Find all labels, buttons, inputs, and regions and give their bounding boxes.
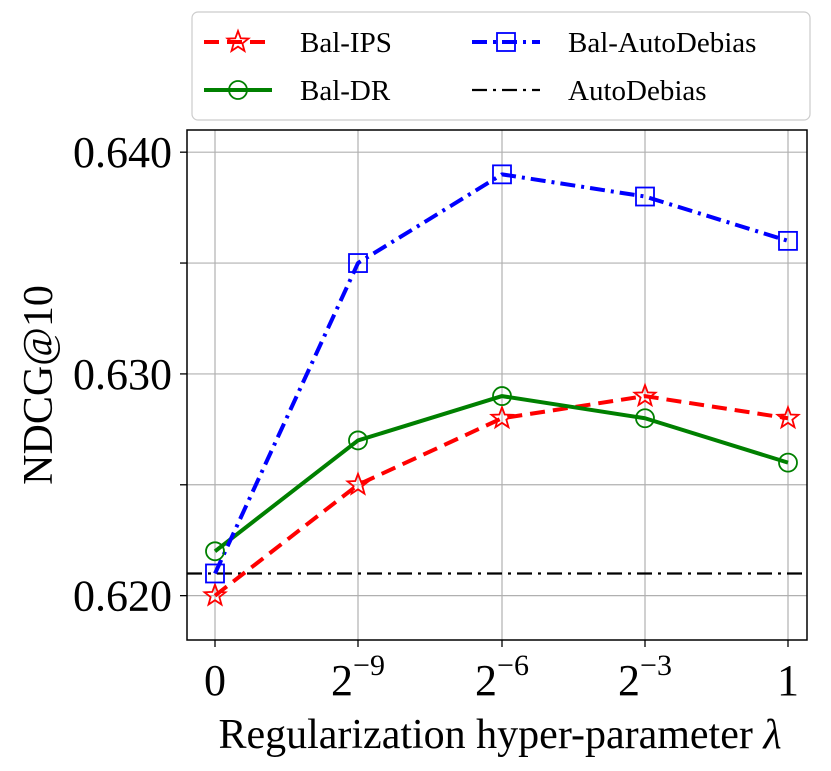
plot-marks <box>187 164 807 607</box>
data-point-bal-autodebias-0 <box>205 563 225 584</box>
y-tick-label-2: 0.630 <box>73 350 172 399</box>
x-tick-label-2: 2−6 <box>475 649 529 705</box>
data-point-bal-autodebias-2 <box>492 164 512 185</box>
legend-label-bal-autodebias: Bal-AutoDebias <box>568 27 756 59</box>
data-point-bal-dr-1 <box>348 430 368 451</box>
x-tick-label-4: 1 <box>777 656 799 705</box>
x-tick-label-1: 2−9 <box>331 649 385 705</box>
y-tick-label-4: 0.640 <box>73 128 172 177</box>
legend-label-bal-dr: Bal-DR <box>300 75 391 107</box>
series-line-bal-dr <box>213 394 789 553</box>
plot-frame <box>186 129 808 641</box>
x-tick-label-3: 2−3 <box>618 649 672 705</box>
series-line-bal-ips <box>213 394 789 598</box>
legend-marker-bal-autodebias <box>496 32 516 52</box>
legend-frame <box>191 11 811 121</box>
series-line-bal-autodebias <box>213 172 789 575</box>
x-axis-label: Regularization hyper-parameter λ <box>218 712 781 758</box>
legend-marker-bal-dr <box>228 80 248 100</box>
data-point-bal-ips-4 <box>775 404 801 430</box>
legend: Bal-IPS Bal-DR Bal-AutoDebias AutoDebias <box>191 11 811 121</box>
legend-marker-bal-ips <box>225 28 251 53</box>
y-axis-label: NDCG@10 <box>16 285 62 485</box>
data-point-bal-dr-2 <box>492 386 512 406</box>
data-point-bal-ips-0 <box>202 582 228 607</box>
grid-lines <box>187 130 807 640</box>
data-point-bal-dr-4 <box>778 452 798 473</box>
data-point-bal-dr-0 <box>205 541 225 562</box>
data-point-bal-autodebias-3 <box>635 186 655 207</box>
axis-ticks: 0.620 0.630 0.640 0 2−9 2−6 2−3 1 <box>73 128 799 705</box>
data-point-bal-ips-1 <box>345 471 371 496</box>
y-tick-label-0: 0.620 <box>73 572 172 621</box>
data-point-bal-ips-2 <box>489 404 515 430</box>
legend-label-bal-ips: Bal-IPS <box>300 27 392 59</box>
data-point-bal-ips-3 <box>632 382 658 408</box>
x-tick-label-0: 0 <box>204 656 226 705</box>
data-point-bal-autodebias-4 <box>778 230 798 251</box>
data-point-bal-dr-3 <box>635 408 655 429</box>
legend-label-autodebias: AutoDebias <box>568 75 707 107</box>
data-point-bal-autodebias-1 <box>348 253 368 273</box>
